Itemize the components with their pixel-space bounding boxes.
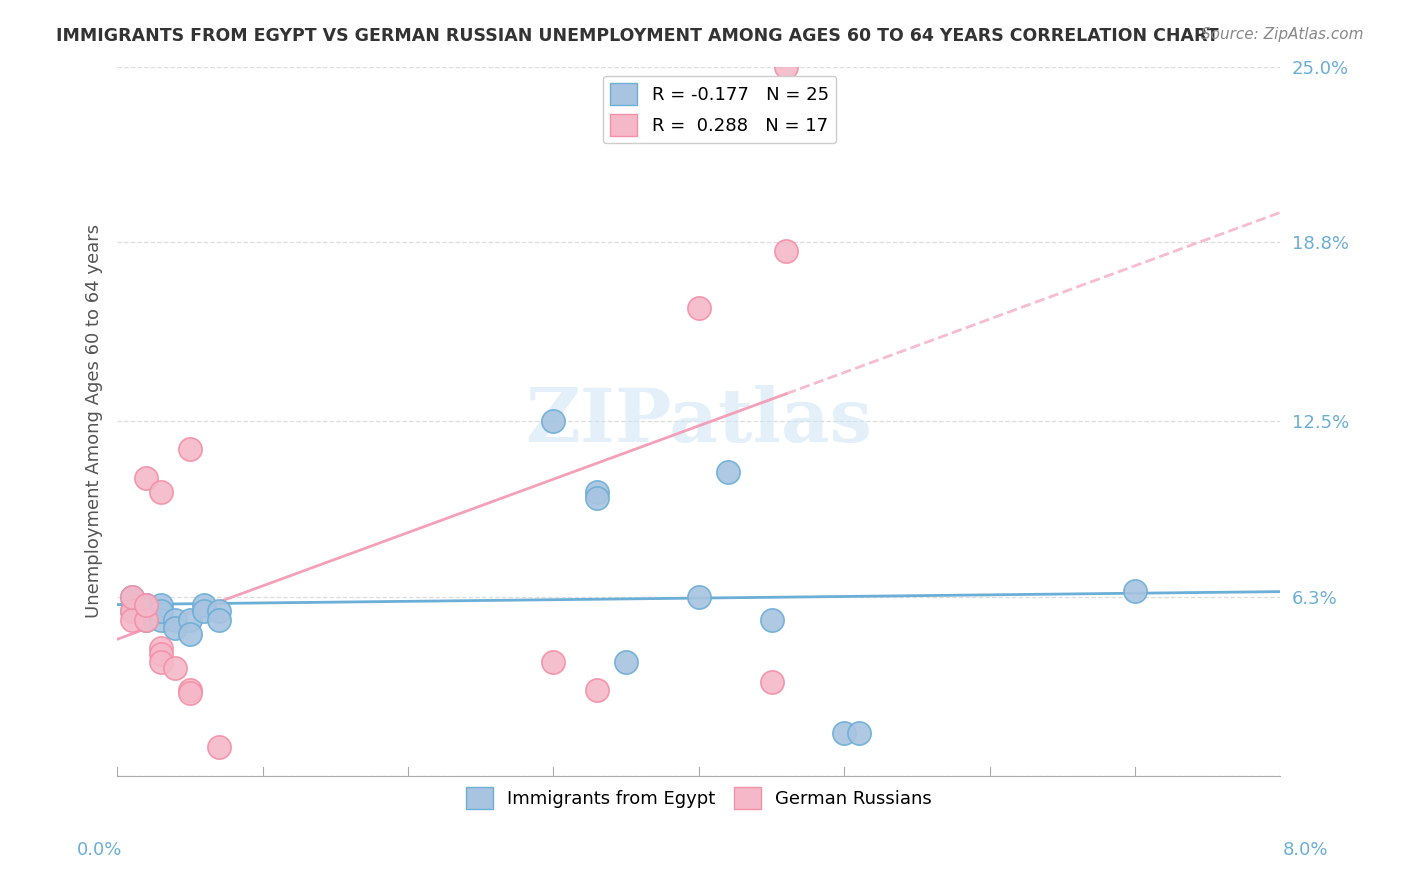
Point — [208, 613, 231, 627]
Text: IMMIGRANTS FROM EGYPT VS GERMAN RUSSIAN UNEMPLOYMENT AMONG AGES 60 TO 64 YEARS C: IMMIGRANTS FROM EGYPT VS GERMAN RUSSIAN … — [56, 27, 1219, 45]
Point — [179, 442, 201, 457]
Legend: Immigrants from Egypt, German Russians: Immigrants from Egypt, German Russians — [458, 780, 939, 816]
Point — [688, 590, 710, 604]
Point — [135, 613, 157, 627]
Point — [165, 661, 187, 675]
Point — [761, 613, 783, 627]
Point — [543, 655, 565, 669]
Point — [121, 590, 143, 604]
Point — [165, 621, 187, 635]
Point — [149, 640, 172, 655]
Text: 8.0%: 8.0% — [1284, 841, 1329, 859]
Point — [832, 726, 855, 740]
Point — [179, 626, 201, 640]
Point — [688, 301, 710, 315]
Point — [543, 414, 565, 428]
Point — [586, 491, 609, 505]
Point — [135, 599, 157, 613]
Point — [717, 465, 740, 479]
Text: Source: ZipAtlas.com: Source: ZipAtlas.com — [1201, 27, 1364, 42]
Point — [165, 613, 187, 627]
Text: ZIPatlas: ZIPatlas — [526, 384, 872, 458]
Point — [775, 244, 797, 258]
Point — [149, 599, 172, 613]
Text: 0.0%: 0.0% — [77, 841, 122, 859]
Point — [121, 590, 143, 604]
Point — [121, 613, 143, 627]
Point — [149, 647, 172, 661]
Point — [121, 604, 143, 618]
Point — [614, 655, 637, 669]
Point — [135, 471, 157, 485]
Point — [586, 683, 609, 698]
Point — [848, 726, 870, 740]
Point — [149, 604, 172, 618]
Point — [135, 599, 157, 613]
Y-axis label: Unemployment Among Ages 60 to 64 years: Unemployment Among Ages 60 to 64 years — [86, 224, 103, 618]
Point — [179, 686, 201, 700]
Point — [135, 613, 157, 627]
Point — [775, 60, 797, 74]
Point — [208, 740, 231, 755]
Point — [121, 604, 143, 618]
Point — [193, 604, 215, 618]
Point — [149, 485, 172, 500]
Point — [179, 683, 201, 698]
Point — [149, 613, 172, 627]
Point — [761, 674, 783, 689]
Point — [1123, 584, 1146, 599]
Point — [149, 655, 172, 669]
Point — [193, 599, 215, 613]
Point — [179, 613, 201, 627]
Point — [208, 604, 231, 618]
Point — [586, 485, 609, 500]
